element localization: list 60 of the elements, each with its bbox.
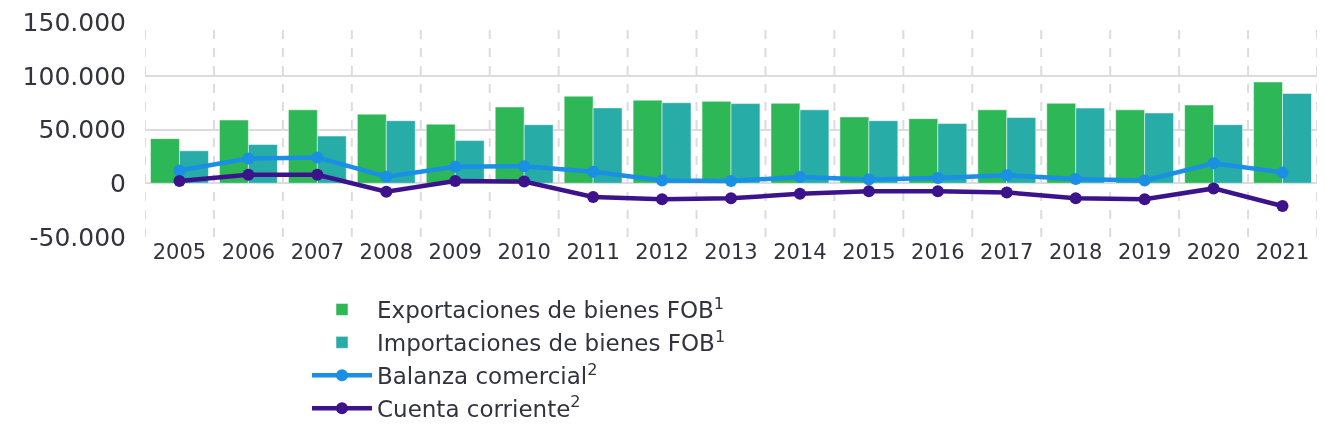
point (242, 152, 255, 165)
point (793, 187, 806, 200)
y-tick-label: 100.000 (22, 61, 126, 91)
point (725, 192, 737, 205)
x-tick-label: 2005 (152, 240, 207, 264)
x-tick-label: 2006 (221, 240, 276, 264)
point (449, 174, 462, 187)
point (1276, 166, 1289, 179)
point (449, 160, 462, 173)
legend-label: Cuenta corriente$^{2}$ (377, 392, 581, 423)
point (380, 170, 393, 183)
x-tick-label: 2008 (359, 240, 414, 264)
x-tick-label: 2010 (497, 240, 551, 264)
point (793, 171, 806, 183)
point (1138, 193, 1151, 206)
y-tick-label: 150.000 (22, 7, 126, 37)
point (518, 175, 531, 188)
x-tick-label: 2018 (1048, 240, 1103, 264)
point (311, 168, 324, 181)
x-tick-label: 2020 (1186, 240, 1241, 264)
x-tick-label: 2016 (911, 240, 965, 264)
y-tick-label: 50.000 (38, 115, 126, 145)
point (656, 174, 669, 187)
x-tick-label: 2009 (428, 240, 482, 264)
point (1000, 186, 1013, 199)
legend-label: Exportaciones de bienes FOB$^{1}$ (377, 293, 725, 324)
point (1069, 172, 1082, 185)
x-tick-label: 2019 (1117, 240, 1172, 264)
point (725, 174, 737, 187)
point (1138, 174, 1151, 187)
point (931, 185, 944, 198)
point (311, 151, 324, 164)
point (173, 174, 186, 187)
legend-label: Importaciones de bienes FOB$^{1}$ (377, 326, 726, 357)
point (1276, 200, 1289, 213)
x-tick-label: 2017 (980, 240, 1034, 264)
point (862, 173, 875, 186)
point (587, 165, 600, 178)
point (518, 160, 531, 173)
y-tick-label: 0 (110, 169, 126, 198)
x-tick-label: 2015 (842, 240, 896, 264)
point (1207, 182, 1220, 195)
point (656, 193, 669, 206)
x-tick-label: 2012 (635, 240, 689, 264)
point (1207, 157, 1220, 170)
legend-label: Balanza comercial$^{2}$ (377, 359, 598, 390)
y-tick-label: -50.000 (29, 222, 126, 252)
x-tick-label: 2014 (773, 240, 827, 264)
point (242, 168, 255, 181)
x-tick-label: 2013 (704, 240, 758, 264)
point (173, 164, 186, 177)
point (862, 185, 875, 198)
x-tick-label: 2011 (566, 240, 620, 264)
x-tick-label: 2007 (290, 240, 345, 264)
x-tick-label: 2021 (1255, 240, 1310, 264)
point (380, 185, 393, 198)
point (931, 172, 944, 185)
point (587, 190, 600, 203)
point (1000, 169, 1013, 182)
point (1069, 192, 1082, 205)
